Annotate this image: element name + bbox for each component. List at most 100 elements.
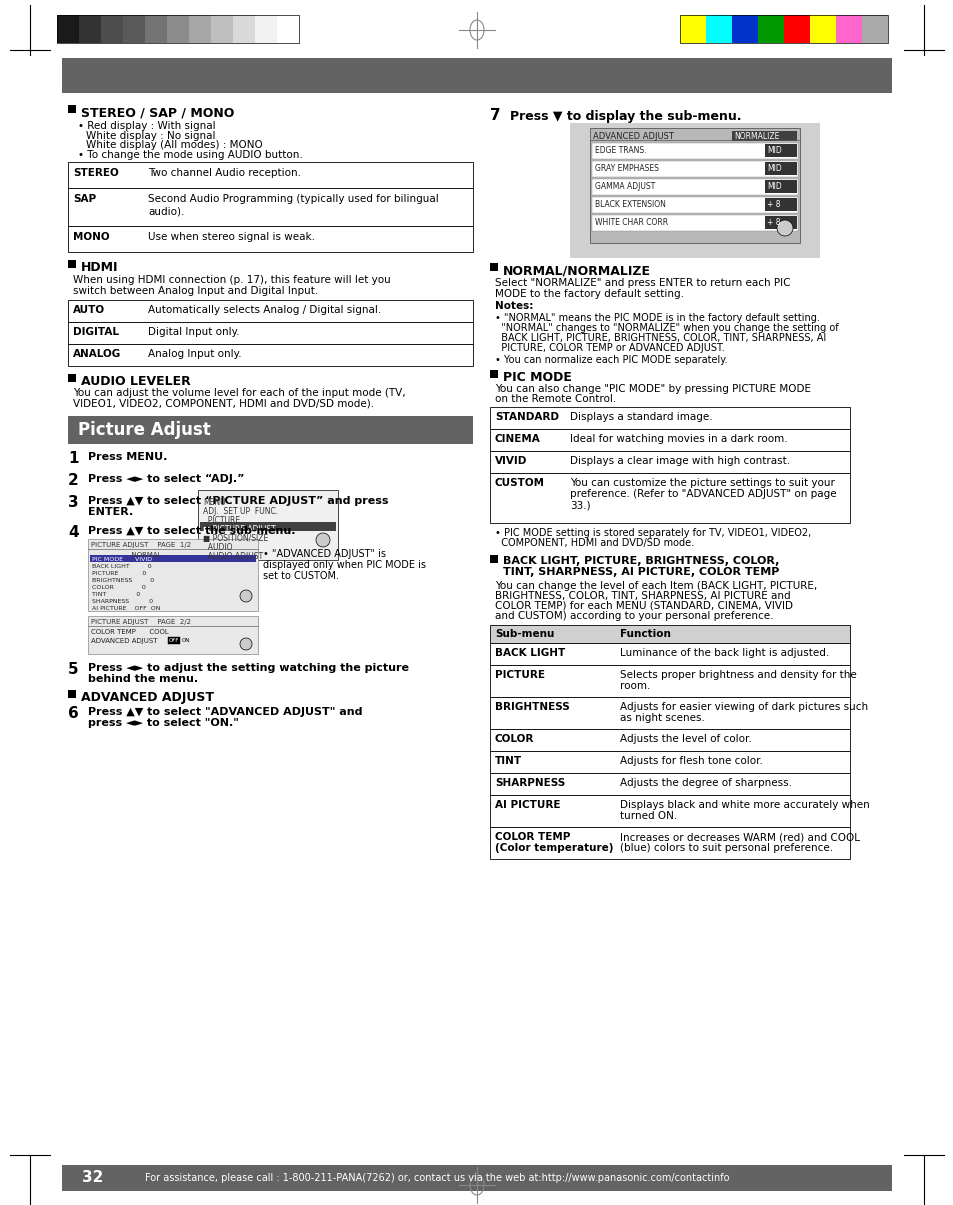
Text: STANDARD: STANDARD: [495, 412, 558, 422]
Text: ADVANCED ADJUST: ADVANCED ADJUST: [81, 690, 213, 704]
Bar: [276, 14, 298, 43]
Text: Adjusts the level of color.: Adjusts the level of color.: [619, 734, 751, 743]
Text: ENTER.: ENTER.: [88, 507, 133, 517]
Text: AUDIO LEVELER: AUDIO LEVELER: [81, 375, 191, 388]
Text: Displays a clear image with high contrast.: Displays a clear image with high contras…: [569, 455, 789, 466]
Text: NORMAL: NORMAL: [91, 552, 161, 558]
Text: AUDIO: AUDIO: [203, 543, 233, 552]
Bar: [145, 14, 167, 43]
Text: ■ PICTURE ADJUST: ■ PICTURE ADJUST: [203, 525, 275, 534]
Bar: [490, 729, 849, 751]
Circle shape: [240, 637, 252, 649]
Bar: [592, 214, 797, 231]
Text: GAMMA ADJUST: GAMMA ADJUST: [595, 182, 655, 192]
Bar: [168, 637, 180, 643]
Text: PICTURE ADJUST    PAGE  1/2: PICTURE ADJUST PAGE 1/2: [91, 542, 191, 548]
Bar: [189, 14, 211, 43]
Text: PICTURE ADJUST    PAGE  2/2: PICTURE ADJUST PAGE 2/2: [91, 619, 191, 625]
Text: and CUSTOM) according to your personal preference.: and CUSTOM) according to your personal p…: [495, 611, 773, 621]
Text: Use when stereo signal is weak.: Use when stereo signal is weak.: [148, 233, 314, 242]
Text: ON: ON: [182, 637, 191, 643]
Bar: [57, 14, 79, 43]
Text: COLOR TEMP      COOL: COLOR TEMP COOL: [91, 629, 169, 635]
Bar: [764, 161, 796, 175]
Text: MID: MID: [766, 146, 781, 155]
Text: BACK LIGHT, PICTURE, BRIGHTNESS, COLOR,: BACK LIGHT, PICTURE, BRIGHTNESS, COLOR,: [502, 556, 779, 566]
Text: • To change the mode using AUDIO button.: • To change the mode using AUDIO button.: [78, 149, 302, 160]
Bar: [490, 751, 849, 772]
Text: switch between Analog Input and Digital Input.: switch between Analog Input and Digital …: [73, 286, 318, 296]
Text: PICTURE: PICTURE: [203, 516, 240, 525]
Circle shape: [776, 221, 792, 236]
Text: 6: 6: [68, 706, 79, 721]
Text: Ideal for watching movies in a dark room.: Ideal for watching movies in a dark room…: [569, 434, 787, 443]
Bar: [592, 161, 797, 177]
Text: ADJ.  SET UP  FUNC.: ADJ. SET UP FUNC.: [203, 507, 278, 516]
Bar: [62, 58, 891, 93]
Text: Second Audio Programming (typically used for bilingual: Second Audio Programming (typically used…: [148, 194, 438, 204]
Text: 4: 4: [68, 525, 78, 540]
Text: COMPONENT, HDMI and DVD/SD mode.: COMPONENT, HDMI and DVD/SD mode.: [495, 537, 694, 548]
Bar: [589, 128, 800, 243]
Bar: [490, 263, 497, 271]
Bar: [68, 416, 473, 443]
Text: Select "NORMALIZE" and press ENTER to return each PIC: Select "NORMALIZE" and press ENTER to re…: [495, 278, 790, 288]
Bar: [101, 14, 123, 43]
Bar: [705, 14, 731, 43]
Bar: [490, 795, 849, 827]
Text: DIGITAL: DIGITAL: [73, 327, 119, 337]
Bar: [679, 14, 887, 43]
Text: ANALOG: ANALOG: [73, 349, 121, 359]
Text: AUTO: AUTO: [73, 305, 105, 315]
Circle shape: [315, 533, 330, 547]
Bar: [764, 198, 796, 211]
Text: OFF: OFF: [169, 637, 179, 643]
Text: • Red display : With signal: • Red display : With signal: [78, 120, 215, 131]
Text: EDGE TRANS.: EDGE TRANS.: [595, 146, 646, 155]
Text: Adjusts for easier viewing of dark pictures such: Adjusts for easier viewing of dark pictu…: [619, 703, 867, 712]
Text: (Color temperature): (Color temperature): [495, 844, 613, 853]
Text: WHITE CHAR CORR: WHITE CHAR CORR: [595, 218, 667, 227]
Text: Automatically selects Analog / Digital signal.: Automatically selects Analog / Digital s…: [148, 305, 381, 315]
Bar: [68, 227, 473, 252]
Bar: [764, 145, 796, 157]
Text: Displays black and white more accurately when: Displays black and white more accurately…: [619, 800, 869, 810]
Bar: [490, 665, 849, 696]
Text: Press ◄► to select “ADJ.”: Press ◄► to select “ADJ.”: [88, 474, 244, 484]
Text: ADVANCED ADJUST: ADVANCED ADJUST: [91, 637, 157, 643]
Text: • You can normalize each PIC MODE separately.: • You can normalize each PIC MODE separa…: [495, 355, 727, 365]
Text: CINEMA: CINEMA: [495, 434, 540, 443]
Bar: [68, 322, 473, 343]
Text: BACK LIGHT: BACK LIGHT: [495, 648, 565, 658]
Text: "NORMAL" changes to "NORMALIZE" when you change the setting of: "NORMAL" changes to "NORMALIZE" when you…: [495, 323, 838, 333]
Bar: [88, 539, 257, 611]
Text: preference. (Refer to "ADVANCED ADJUST" on page: preference. (Refer to "ADVANCED ADJUST" …: [569, 489, 836, 499]
Text: Press MENU.: Press MENU.: [88, 452, 167, 462]
Text: For assistance, please call : 1-800-211-PANA(7262) or, contact us via the web at: For assistance, please call : 1-800-211-…: [145, 1172, 729, 1183]
Text: Press ▲▼ to select "ADVANCED ADJUST" and: Press ▲▼ to select "ADVANCED ADJUST" and: [88, 707, 362, 717]
Text: Adjusts the degree of sharpness.: Adjusts the degree of sharpness.: [619, 778, 791, 788]
Text: BACK LIGHT, PICTURE, BRIGHTNESS, COLOR, TINT, SHARPNESS, AI: BACK LIGHT, PICTURE, BRIGHTNESS, COLOR, …: [495, 333, 825, 343]
Bar: [68, 690, 76, 698]
Text: set to CUSTOM.: set to CUSTOM.: [263, 571, 338, 581]
Text: • "ADVANCED ADJUST" is: • "ADVANCED ADJUST" is: [263, 549, 386, 559]
Text: BRIGHTNESS         0: BRIGHTNESS 0: [91, 578, 154, 583]
Bar: [90, 556, 255, 562]
Bar: [68, 343, 473, 366]
Bar: [835, 14, 862, 43]
Text: (blue) colors to suit personal preference.: (blue) colors to suit personal preferenc…: [619, 844, 832, 853]
Text: 32: 32: [82, 1170, 103, 1185]
Bar: [490, 643, 849, 665]
Bar: [569, 123, 820, 258]
Text: + 8: + 8: [766, 218, 780, 227]
Bar: [198, 490, 337, 560]
Text: SAP: SAP: [73, 194, 96, 204]
Text: COLOR TEMP: COLOR TEMP: [495, 831, 570, 842]
Bar: [490, 696, 849, 729]
Bar: [62, 1165, 891, 1191]
Text: turned ON.: turned ON.: [619, 811, 677, 821]
Text: Press ▲▼ to select “PICTURE ADJUST” and press: Press ▲▼ to select “PICTURE ADJUST” and …: [88, 496, 388, 506]
Text: as night scenes.: as night scenes.: [619, 713, 704, 723]
Text: PICTURE            0: PICTURE 0: [91, 571, 146, 576]
Text: MENU: MENU: [203, 498, 226, 507]
